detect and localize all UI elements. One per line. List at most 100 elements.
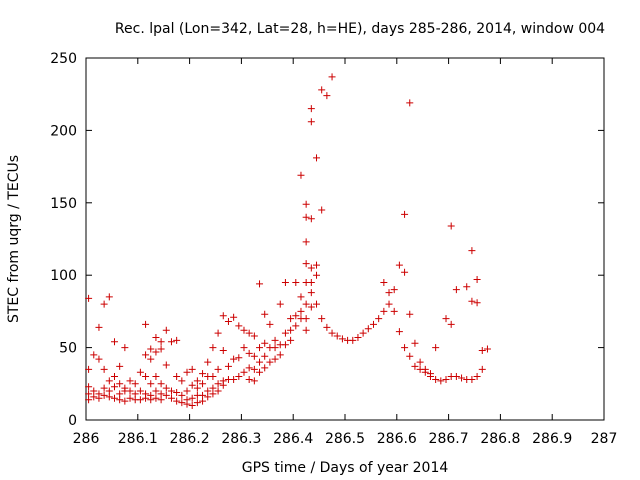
data-point xyxy=(100,300,108,308)
data-point xyxy=(380,307,388,315)
x-tick-label: 286 xyxy=(73,431,100,447)
data-point xyxy=(302,238,310,246)
data-point xyxy=(245,329,253,337)
data-point xyxy=(199,370,207,378)
data-point xyxy=(250,377,258,385)
data-point xyxy=(302,213,310,221)
x-tick-label: 286.3 xyxy=(221,431,261,447)
data-point xyxy=(468,247,476,255)
data-point xyxy=(323,92,331,100)
data-point xyxy=(287,315,295,323)
data-point xyxy=(209,344,217,352)
data-point xyxy=(147,345,155,353)
data-point xyxy=(287,326,295,334)
data-point xyxy=(302,326,310,334)
data-point xyxy=(224,318,232,326)
data-point xyxy=(142,351,150,359)
data-point xyxy=(406,310,414,318)
data-point xyxy=(359,329,367,337)
data-point xyxy=(105,293,113,301)
data-point xyxy=(152,387,160,395)
data-point xyxy=(276,351,284,359)
data-point xyxy=(147,355,155,363)
data-point xyxy=(463,283,471,291)
data-point xyxy=(354,333,362,341)
data-point xyxy=(214,380,222,388)
data-point xyxy=(411,362,419,370)
data-points xyxy=(85,73,491,410)
data-point xyxy=(313,271,321,279)
data-point xyxy=(121,344,129,352)
data-point xyxy=(230,375,238,383)
data-point xyxy=(162,384,170,392)
data-point xyxy=(395,261,403,269)
data-point xyxy=(256,368,264,376)
data-point xyxy=(245,375,253,383)
data-point xyxy=(432,344,440,352)
data-point xyxy=(468,375,476,383)
chart-title: Rec. lpal (Lon=342, Lat=28, h=HE), days … xyxy=(115,21,605,37)
data-point xyxy=(173,388,181,396)
data-point xyxy=(110,394,118,402)
data-point xyxy=(85,294,93,302)
data-point xyxy=(302,260,310,268)
data-point xyxy=(204,358,212,366)
x-axis-label: GPS time / Days of year 2014 xyxy=(242,460,449,476)
data-point xyxy=(214,387,222,395)
data-point xyxy=(297,293,305,301)
data-point xyxy=(193,384,201,392)
data-point xyxy=(142,373,150,381)
data-point xyxy=(307,278,315,286)
data-point xyxy=(100,391,108,399)
data-point xyxy=(105,377,113,385)
data-point xyxy=(271,355,279,363)
data-point xyxy=(401,210,409,218)
data-point xyxy=(292,278,300,286)
data-point xyxy=(157,345,165,353)
data-point xyxy=(162,326,170,334)
data-point xyxy=(178,377,186,385)
data-point xyxy=(256,358,264,366)
x-axis-ticks: 286 286.1 286.2 286.3 286.4 286.5 286.6 286.7 28… xyxy=(73,58,618,447)
data-point xyxy=(297,171,305,179)
data-point xyxy=(261,339,269,347)
data-point xyxy=(250,332,258,340)
data-point xyxy=(302,315,310,323)
data-point xyxy=(390,286,398,294)
data-point xyxy=(110,338,118,346)
data-point xyxy=(250,352,258,360)
data-point xyxy=(328,73,336,81)
data-point xyxy=(219,312,227,320)
y-tick-label: 50 xyxy=(59,341,77,357)
data-point xyxy=(167,338,175,346)
data-point xyxy=(188,402,196,410)
data-point xyxy=(152,333,160,341)
data-point xyxy=(364,325,372,333)
data-point xyxy=(478,365,486,373)
data-point xyxy=(209,390,217,398)
data-point xyxy=(240,368,248,376)
data-point xyxy=(116,362,124,370)
data-point xyxy=(142,320,150,328)
data-point xyxy=(95,394,103,402)
data-point xyxy=(468,297,476,305)
data-point xyxy=(287,336,295,344)
data-point xyxy=(256,344,264,352)
data-point xyxy=(313,261,321,269)
data-point xyxy=(406,352,414,360)
data-point xyxy=(147,396,155,404)
data-point xyxy=(385,300,393,308)
data-point xyxy=(390,307,398,315)
data-point xyxy=(375,315,383,323)
data-point xyxy=(152,348,160,356)
y-tick-label: 100 xyxy=(50,268,77,284)
data-point xyxy=(473,276,481,284)
data-point xyxy=(214,365,222,373)
data-point xyxy=(126,394,134,402)
data-point xyxy=(116,396,124,404)
x-tick-label: 287 xyxy=(591,431,618,447)
data-point xyxy=(245,364,253,372)
data-point xyxy=(401,268,409,276)
data-point xyxy=(95,355,103,363)
